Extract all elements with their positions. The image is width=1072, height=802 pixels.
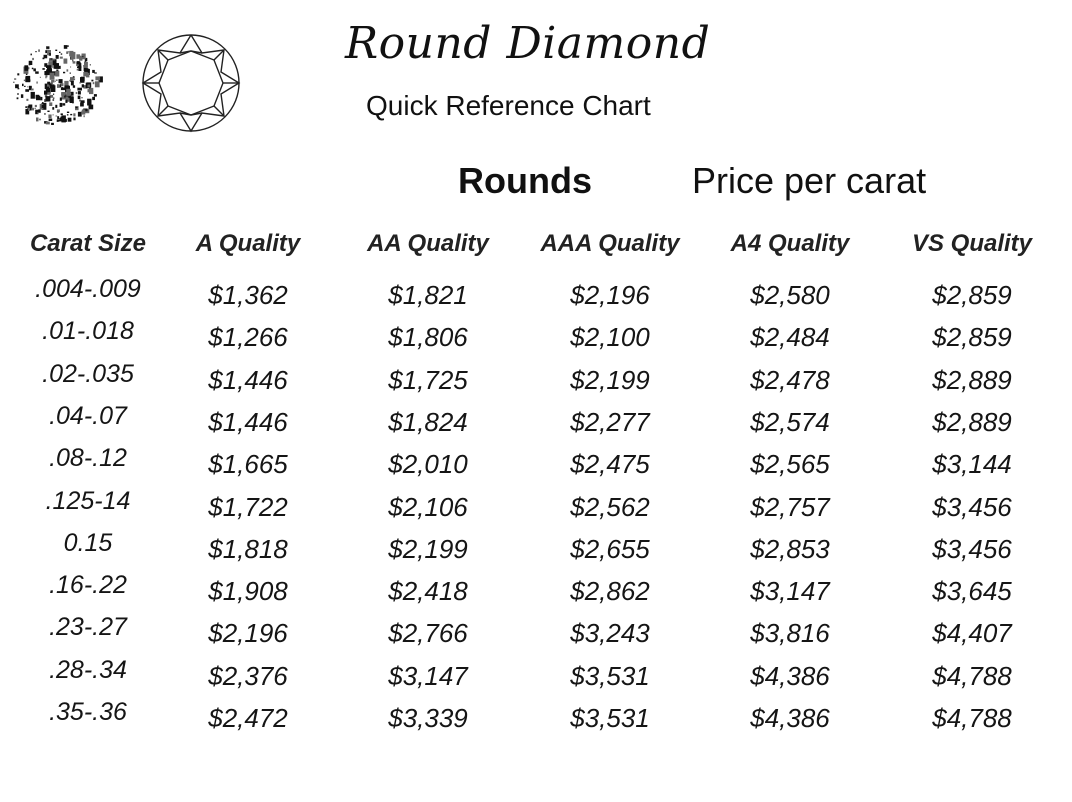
price-cell: $2,574 — [750, 406, 830, 437]
price-cell: $2,562 — [570, 491, 650, 522]
price-cell: $2,889 — [932, 406, 1012, 437]
carat-size-cell: .23-.27 — [49, 613, 127, 642]
column-header-a-quality: A Quality — [195, 230, 301, 257]
price-cell: $1,722 — [208, 491, 288, 522]
price-cell: $3,531 — [570, 660, 650, 691]
price-cell: $1,824 — [388, 406, 468, 437]
carat-size-cell: .01-.018 — [42, 317, 134, 346]
carat-size-cell: .004-.009 — [35, 275, 141, 303]
price-cell: $3,645 — [932, 576, 1012, 607]
price-cell: $2,889 — [932, 364, 1012, 395]
page-title: Round Diamond — [345, 18, 711, 69]
price-cell: $2,655 — [570, 533, 650, 564]
price-cell: $2,100 — [570, 322, 650, 353]
price-cell: $2,010 — [388, 449, 468, 480]
carat-size-cell: .08-.12 — [49, 444, 127, 473]
carat-size-cell: 0.15 — [63, 528, 113, 557]
price-cell: $1,806 — [388, 322, 468, 353]
price-cell: $3,456 — [932, 533, 1012, 564]
price-cell: $2,859 — [932, 280, 1012, 310]
section-label-price-per-carat: Price per carat — [692, 160, 927, 201]
price-cell: $2,484 — [750, 322, 830, 353]
carat-size-cell: .28-.34 — [49, 655, 127, 684]
price-cell: $2,472 — [208, 703, 288, 733]
price-cell: $2,199 — [570, 364, 650, 395]
price-cell: $1,266 — [208, 322, 288, 353]
carat-size-cell: .35-.36 — [49, 698, 127, 726]
price-cell: $3,531 — [570, 703, 650, 733]
price-cell: $1,908 — [208, 576, 288, 607]
price-cell: $1,821 — [388, 280, 468, 310]
price-cell: $1,665 — [208, 449, 288, 480]
price-cell: $2,565 — [750, 449, 830, 480]
price-cell: $3,339 — [388, 703, 468, 733]
price-cell: $2,580 — [750, 280, 830, 310]
column-header-aa-quality: AA Quality — [367, 230, 489, 257]
price-cell: $4,407 — [932, 618, 1012, 649]
price-cell: $1,446 — [208, 364, 288, 395]
column-header-aaa-quality: AAA Quality — [540, 230, 680, 257]
price-cell: $3,456 — [932, 491, 1012, 522]
diamond-outline-icon — [141, 34, 241, 133]
price-cell: $2,196 — [208, 618, 288, 649]
price-cell: $3,147 — [388, 660, 468, 691]
price-cell: $3,144 — [932, 449, 1012, 480]
price-cell: $2,475 — [570, 449, 650, 480]
column-header-vs-quality: VS Quality — [911, 230, 1033, 257]
price-cell: $2,418 — [388, 576, 468, 607]
page-subtitle: Quick Reference Chart — [366, 90, 651, 121]
price-cell: $4,788 — [932, 660, 1012, 691]
carat-size-cell: .16-.22 — [49, 571, 127, 600]
price-cell: $1,818 — [208, 533, 288, 564]
price-cell: $1,362 — [208, 280, 288, 310]
price-cell: $1,725 — [388, 364, 468, 395]
carat-size-cell: .02-.035 — [42, 359, 134, 388]
price-cell: $3,816 — [750, 618, 830, 649]
carat-size-cell: .04-.07 — [49, 401, 127, 430]
price-cell: $2,859 — [932, 322, 1012, 353]
price-cell: $2,853 — [750, 533, 830, 564]
price-cell: $2,766 — [388, 618, 468, 649]
column-header-a4-quality: A4 Quality — [730, 230, 850, 257]
price-cell: $3,147 — [750, 576, 830, 607]
price-cell: $2,376 — [208, 660, 288, 691]
price-cell: $2,862 — [570, 576, 650, 607]
price-cell: $4,386 — [750, 660, 830, 691]
price-cell: $2,478 — [750, 364, 830, 395]
price-cell: $4,386 — [750, 703, 830, 733]
price-cell: $2,199 — [388, 533, 468, 564]
section-label-rounds: Rounds — [458, 160, 592, 201]
price-cell: $3,243 — [570, 618, 650, 649]
carat-size-cell: .125-14 — [45, 486, 131, 515]
price-cell: $2,106 — [388, 491, 468, 522]
price-cell: $1,446 — [208, 406, 288, 437]
price-cell: $4,788 — [932, 703, 1012, 733]
price-cell: $2,757 — [750, 491, 830, 522]
column-header-carat-size: Carat Size — [29, 230, 147, 257]
diamond-photo-icon — [13, 45, 103, 125]
price-cell: $2,277 — [570, 406, 650, 437]
price-cell: $2,196 — [570, 280, 650, 310]
